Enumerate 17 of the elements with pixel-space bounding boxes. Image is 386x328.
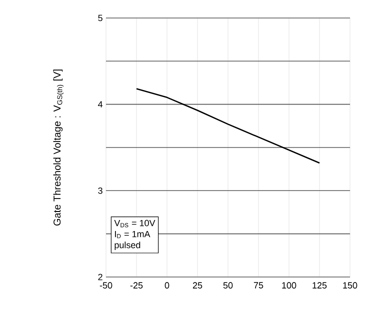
x-tick-label: 150 (343, 282, 358, 289)
x-tick-label: 75 (254, 282, 264, 288)
annotation: I$_{D}$ = 1mA (115, 230, 150, 238)
x-tick-label: 125 (312, 282, 327, 289)
x-tick-label: 50 (223, 282, 233, 289)
annotation: pulsed (114, 242, 140, 250)
x-tick-label: 0 (164, 282, 170, 289)
annotation: V$_{DS}$ = 10V (114, 220, 156, 228)
y-tick-label: 5 (98, 14, 102, 22)
y-axis-title: Gate Threshold Voltage : V$_{GS(th)}$ [V] (53, 70, 64, 226)
x-tick-label: 100 (282, 282, 296, 289)
x-tick-label: 25 (192, 282, 202, 289)
x-tick-label: -25 (130, 282, 143, 289)
x-tick-label: -50 (100, 282, 112, 289)
y-tick-label: 4 (98, 101, 103, 108)
y-tick-label: 3 (98, 187, 102, 194)
y-tick-label: 2 (98, 274, 102, 280)
